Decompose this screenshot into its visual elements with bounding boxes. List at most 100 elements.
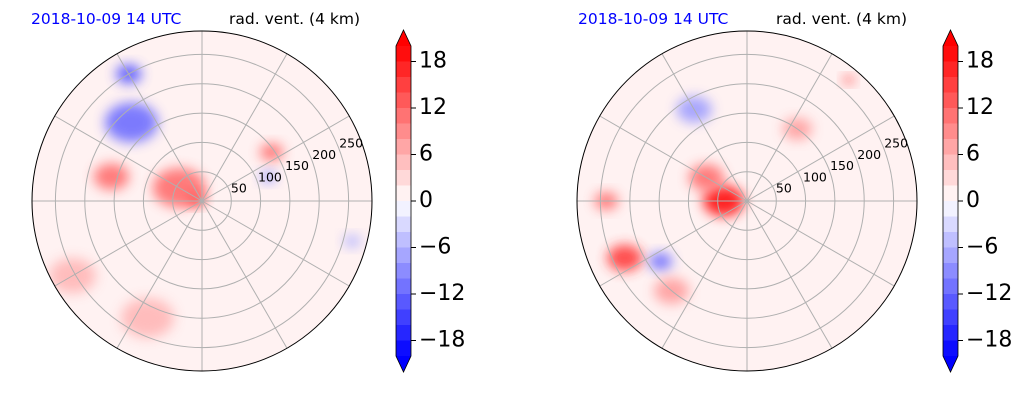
polar-frame — [31, 30, 373, 372]
grid-spoke — [54, 200, 203, 287]
grid-spoke — [54, 115, 203, 202]
colorbar-extend-min — [943, 356, 958, 372]
grid-spoke — [599, 200, 748, 287]
colorbar-level — [396, 278, 411, 295]
colorbar-level — [396, 185, 411, 202]
colorbar-level — [396, 325, 411, 341]
colorbar-level — [943, 92, 958, 109]
colorbar-tick-label: 12 — [419, 95, 447, 120]
colorbar-tick-label: −12 — [966, 281, 1012, 306]
colorbar-tick-label: −12 — [419, 281, 465, 306]
grid-spoke — [116, 200, 203, 349]
radial-tick-label: 250 — [884, 136, 908, 151]
colorbar-level — [396, 294, 411, 310]
colorbar-level — [396, 92, 411, 109]
colorbar-level — [943, 263, 958, 279]
colorbar-level — [943, 46, 958, 62]
colorbar-level — [396, 61, 411, 78]
radial-tick-label: 150 — [830, 158, 854, 173]
colorbar-extend-max — [943, 30, 958, 46]
colorbar-level — [943, 247, 958, 264]
colorbar-extend-min — [396, 356, 411, 372]
colorbar-level — [396, 154, 411, 171]
colorbar-level — [943, 154, 958, 171]
colorbar-tick-label: 18 — [966, 49, 994, 74]
colorbar-level — [396, 46, 411, 62]
colorbar-level — [943, 340, 958, 357]
grid-spoke — [599, 115, 748, 202]
colorbar-extend-max — [396, 30, 411, 46]
colorbar-level — [943, 61, 958, 78]
colorbar-level — [943, 185, 958, 202]
grid-spoke — [201, 200, 288, 349]
grid-spoke — [201, 200, 350, 287]
title-variable: rad. vent. (4 km) — [776, 10, 907, 28]
grid-spoke — [746, 53, 833, 202]
colorbar-level — [943, 216, 958, 233]
title-variable: rad. vent. (4 km) — [229, 10, 360, 28]
radial-tick-label: 50 — [231, 181, 247, 196]
colorbar-level — [943, 77, 958, 93]
colorbar-level — [943, 294, 958, 310]
colorbar-level — [396, 309, 411, 326]
field-feature — [93, 163, 129, 190]
title-date: 2018-10-09 14 UTC — [578, 10, 728, 28]
radial-tick-label: 250 — [339, 136, 363, 151]
colorbar-tick-label: 6 — [419, 142, 433, 167]
colorbar-level — [396, 263, 411, 279]
colorbar-level — [396, 216, 411, 233]
grid-spoke — [661, 53, 748, 202]
radial-tick-label: 150 — [285, 158, 309, 173]
colorbar-level — [396, 232, 411, 248]
colorbar-level — [943, 170, 958, 186]
radial-tick-label: 50 — [776, 181, 792, 196]
colorbar-level — [396, 139, 411, 155]
field-feature — [259, 143, 284, 161]
grid-spoke — [201, 53, 288, 202]
colorbar-tick-label: 12 — [966, 95, 994, 120]
field-feature — [259, 170, 277, 184]
colorbar-level — [396, 247, 411, 264]
colorbar-tick-label: 0 — [419, 188, 433, 213]
colorbar-level — [943, 232, 958, 248]
grid-spoke — [746, 200, 833, 349]
colorbar-level — [396, 201, 411, 217]
radial-tick-label: 200 — [312, 147, 336, 162]
colorbar-level — [943, 139, 958, 155]
field-feature — [121, 298, 174, 338]
radial-tick-label: 200 — [857, 147, 881, 162]
field-feature — [104, 102, 158, 143]
colorbar-level — [396, 340, 411, 357]
colorbar-level — [396, 170, 411, 186]
radial-tick-label: 100 — [803, 169, 827, 184]
colorbar-tick-label: 6 — [966, 142, 980, 167]
grid-spoke — [746, 200, 895, 287]
grid-spoke — [746, 115, 895, 202]
colorbar-tick-label: 18 — [419, 49, 447, 74]
colorbar-tick-label: −18 — [419, 328, 465, 353]
colorbar-level — [943, 325, 958, 341]
colorbar: 18 12 6 0 −6 −12 −18 — [395, 29, 465, 373]
grid-spoke — [201, 115, 350, 202]
colorbar-level — [396, 77, 411, 93]
colorbar-outline — [942, 29, 959, 373]
colorbar-level — [943, 201, 958, 217]
panel-right: 2018-10-09 14 UTC rad. vent. (4 km) 50 10… — [576, 10, 1012, 373]
colorbar-level — [943, 123, 958, 140]
field-feature — [607, 244, 643, 272]
colorbar-tick-label: −6 — [966, 235, 998, 260]
colorbar: 18 12 6 0 −6 −12 −18 — [942, 29, 1012, 373]
colorbar-tick-label: −18 — [966, 328, 1012, 353]
colorbar-level — [943, 309, 958, 326]
grid-spoke — [116, 53, 203, 202]
field-feature — [842, 75, 855, 85]
colorbar-tick-label: −6 — [419, 235, 451, 260]
colorbar-level — [943, 278, 958, 295]
colorbar-tick-label: 0 — [966, 188, 980, 213]
colorbar-level — [943, 108, 958, 124]
colorbar-outline — [395, 29, 412, 373]
title-date: 2018-10-09 14 UTC — [31, 10, 181, 28]
